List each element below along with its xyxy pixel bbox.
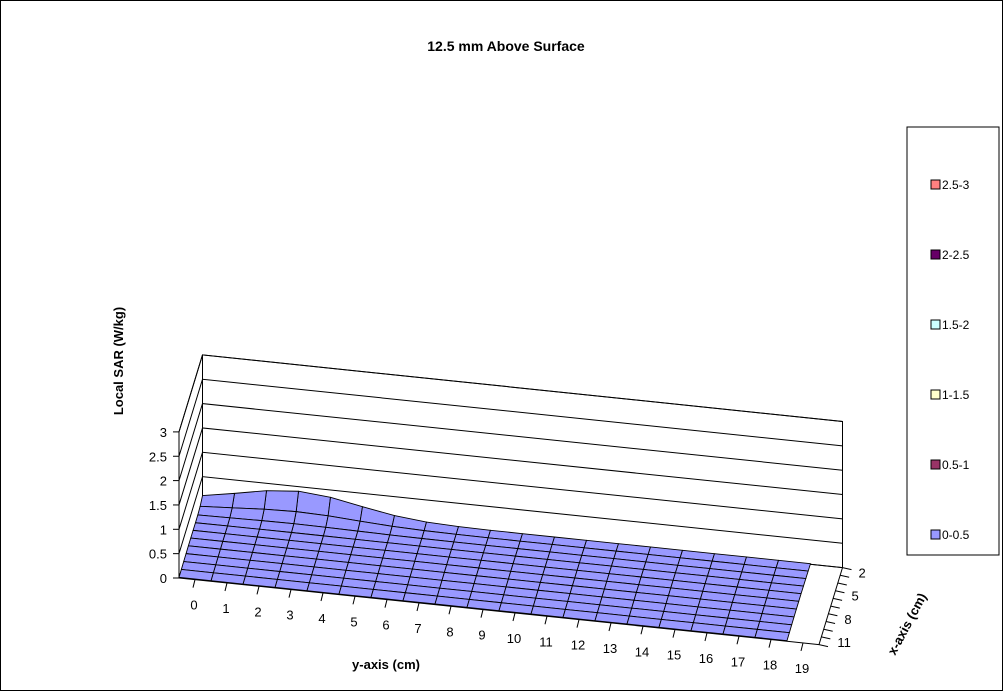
x-tick-mark	[818, 644, 829, 648]
y-axis-title: y-axis (cm)	[352, 657, 420, 672]
y-tick-label: 13	[603, 641, 617, 656]
legend-swatch	[930, 389, 941, 400]
z-axis-ticks: 0 0.5 1 1.5 2 2.5 3	[149, 425, 179, 586]
y-tick-mark	[672, 629, 676, 638]
x-tick-mark	[842, 567, 852, 571]
y-tick-mark	[448, 606, 452, 615]
x-tick-mark	[832, 597, 843, 601]
y-tick-label: 18	[763, 658, 777, 673]
y-tick-label: 3	[286, 608, 293, 623]
z-gridline	[178, 451, 843, 530]
y-tick-label: 16	[699, 651, 713, 666]
chart-title: 12.5 mm Above Surface	[427, 38, 585, 54]
y-tick-mark	[288, 589, 292, 598]
y-tick-label: 19	[795, 661, 809, 676]
x-tick-label: 8	[844, 612, 851, 627]
y-tick-mark	[640, 626, 644, 635]
surface-cell	[263, 490, 299, 513]
z-tick-label: 3	[160, 425, 167, 440]
legend-swatch	[930, 249, 941, 260]
x-tick-label: 11	[837, 635, 851, 650]
z-gridline	[178, 378, 843, 457]
legend-box	[906, 126, 1000, 556]
surface-cell	[178, 568, 214, 582]
surface-cell	[199, 492, 235, 509]
y-tick-mark	[256, 586, 260, 595]
x-tick-mark	[837, 582, 847, 586]
y-tick-mark	[320, 592, 324, 602]
legend-label: 0-0.5	[942, 528, 970, 542]
y-tick-label: 9	[478, 628, 485, 643]
y-tick-label: 10	[507, 631, 521, 646]
y-tick-label: 7	[414, 621, 421, 636]
z-tick-label: 0.5	[149, 547, 167, 562]
y-tick-mark	[736, 636, 740, 645]
legend-swatch	[930, 459, 941, 470]
y-axis-line	[178, 577, 820, 646]
legend-swatch	[930, 529, 941, 540]
y-tick-mark	[768, 639, 772, 648]
y-tick-mark	[352, 596, 356, 605]
z-tick-label: 2.5	[149, 449, 167, 464]
y-tick-label: 4	[318, 611, 325, 626]
x-tick-mark	[821, 636, 831, 640]
surface-cell	[754, 628, 790, 642]
legend-swatch	[930, 319, 941, 330]
y-tick-mark	[576, 619, 580, 628]
legend: 2.5-3 2-2.5 1.5-2 1-1.5 0.5-1 0-0.5	[906, 126, 1000, 556]
y-tick-mark	[608, 622, 612, 632]
legend-label: 2.5-3	[942, 178, 970, 192]
z-gridline	[178, 476, 843, 554]
z-tick-label: 1.5	[149, 498, 167, 513]
y-tick-mark	[800, 642, 804, 652]
y-tick-label: 14	[635, 644, 649, 659]
y-tick-mark	[384, 599, 388, 608]
y-tick-mark	[480, 609, 484, 618]
x-tick-mark	[828, 613, 838, 617]
z-gridline	[178, 427, 843, 506]
y-axis-ticks: 0 1 2 3 4 5 6 7 8 9 10 11 12 13 14 15 16 17 18 19	[178, 577, 820, 676]
legend-label: 2-2.5	[942, 248, 970, 262]
y-tick-mark	[544, 616, 548, 625]
legend-label: 1.5-2	[942, 318, 970, 332]
y-tick-label: 17	[731, 654, 745, 669]
x-tick-mark	[825, 621, 836, 624]
z-tick-label: 0	[160, 571, 167, 586]
y-tick-mark	[416, 602, 420, 612]
y-tick-label: 6	[382, 618, 389, 633]
y-tick-label: 8	[446, 624, 453, 639]
legend-label: 0.5-1	[942, 458, 970, 472]
x-tick-mark	[830, 605, 840, 609]
surface-cell	[231, 490, 267, 510]
legend-swatch	[930, 179, 941, 190]
x-tick-label: 5	[851, 589, 858, 604]
y-tick-label: 11	[539, 634, 553, 649]
z-tick-label: 2	[160, 474, 167, 489]
x-tick-mark	[835, 590, 845, 594]
z-axis-title: Local SAR (W/kg)	[111, 307, 126, 415]
x-tick-label: 2	[859, 566, 866, 581]
x-tick-mark	[840, 574, 850, 578]
z-gridline	[178, 403, 843, 481]
y-tick-mark	[224, 582, 228, 592]
y-tick-label: 0	[190, 598, 197, 613]
y-tick-label: 1	[222, 601, 229, 616]
y-tick-label: 2	[254, 604, 261, 619]
y-tick-label: 15	[667, 648, 681, 663]
x-axis-title: x-axis (cm)	[884, 590, 929, 657]
x-axis-ticks: 258 11	[818, 566, 866, 650]
x-tick-mark	[823, 628, 833, 632]
y-tick-label: 12	[571, 638, 585, 653]
y-tick-mark	[192, 579, 196, 588]
y-tick-label: 5	[350, 614, 357, 629]
legend-label: 1-1.5	[942, 388, 970, 402]
sar-surface	[178, 490, 811, 642]
y-tick-mark	[512, 612, 516, 622]
z-gridline	[178, 354, 843, 433]
z-tick-label: 1	[160, 522, 167, 537]
y-tick-mark	[704, 632, 708, 642]
